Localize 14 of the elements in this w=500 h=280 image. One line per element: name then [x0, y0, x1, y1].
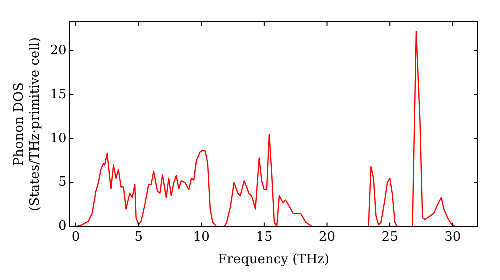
y-tick-label: 0 [58, 219, 67, 234]
x-tick-label: 30 [444, 230, 462, 245]
x-tick-label: 5 [134, 230, 143, 245]
x-tick-label: 0 [72, 230, 80, 245]
x-tick-label: 10 [193, 230, 210, 245]
x-tick-label: 15 [256, 230, 273, 245]
y-tick-label: 15 [50, 87, 67, 102]
x-axis-title: Frequency (THz) [218, 252, 330, 268]
x-tick-label: 20 [318, 230, 336, 245]
y-tick-label: 20 [50, 43, 67, 58]
y-tick-label: 10 [50, 131, 67, 146]
y-tick-label: 5 [58, 175, 67, 190]
y-axis-title: Phonon DOS (States/THz·primitive cell) [12, 37, 43, 212]
x-tick-label: 25 [382, 230, 398, 245]
